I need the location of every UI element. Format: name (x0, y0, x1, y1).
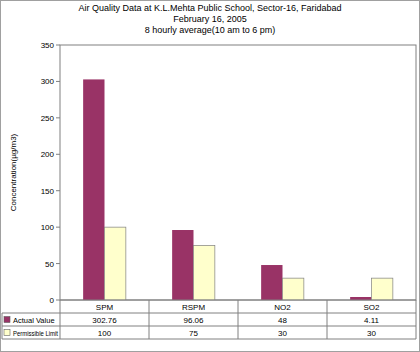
table-value: 4.11 (364, 316, 380, 325)
y-tick-label: 100 (41, 223, 55, 232)
x-tick-label: SO2 (363, 303, 380, 312)
y-tick (56, 263, 60, 264)
table-line (149, 300, 150, 339)
table-value: 48 (278, 316, 287, 325)
table-value: 302.76 (92, 316, 117, 325)
table-line (416, 300, 417, 339)
y-tick (56, 227, 60, 228)
bars (83, 79, 393, 300)
legend-swatch (4, 317, 10, 323)
legend-label: Actual Value (13, 316, 55, 325)
y-tick-label: 50 (45, 260, 54, 269)
chart: Air Quality Data at K.L.Mehta Public Sch… (0, 0, 420, 352)
background (1, 1, 420, 352)
y-tick (56, 81, 60, 82)
y-tick-label: 300 (41, 77, 55, 86)
table-value: 100 (98, 329, 112, 338)
y-tick (56, 190, 60, 191)
chart-container: Air Quality Data at K.L.Mehta Public Sch… (0, 0, 420, 352)
y-tick-label: 200 (41, 150, 55, 159)
title: Air Quality Data at K.L.Mehta Public Sch… (78, 3, 341, 13)
y-tick-label: 250 (41, 114, 55, 123)
bar (194, 245, 215, 300)
table-line (2, 313, 3, 339)
bar (105, 227, 126, 300)
table-value: 75 (189, 329, 198, 338)
plot-area (60, 45, 416, 300)
bar (372, 278, 393, 300)
y-tick-label: 350 (41, 41, 55, 50)
legend-swatch (4, 330, 10, 336)
table-line (2, 326, 416, 327)
y-tick (56, 300, 60, 301)
y-tick (56, 45, 60, 46)
table-value: 30 (278, 329, 287, 338)
x-tick-label: SPM (96, 303, 114, 312)
table-line (2, 313, 416, 314)
legend-label: Permissible Limit (13, 329, 59, 338)
bar (83, 79, 104, 300)
subtitle: February 16, 2005 (173, 14, 247, 24)
table-line (327, 300, 328, 339)
y-tick-label: 0 (50, 296, 55, 305)
table-line (2, 339, 416, 340)
y-axis-label: Concentration(µg/m3) (9, 133, 18, 211)
subtitle: 8 hourly average(10 am to 6 pm) (145, 25, 276, 35)
table-line (238, 300, 239, 339)
y-tick-label: 150 (41, 187, 55, 196)
table-line (60, 300, 61, 339)
data-table: SPM RSPM NO2 SO2 Actual Value 302.76 96.06 48 4.… (2, 300, 416, 339)
y-tick (56, 154, 60, 155)
bar (172, 230, 193, 300)
x-tick-label: RSPM (182, 303, 205, 312)
bar (283, 278, 304, 300)
table-value: 30 (367, 329, 376, 338)
table-value: 96.06 (183, 316, 204, 325)
y-tick (56, 117, 60, 118)
x-tick-label: NO2 (274, 303, 291, 312)
bar (261, 265, 282, 300)
